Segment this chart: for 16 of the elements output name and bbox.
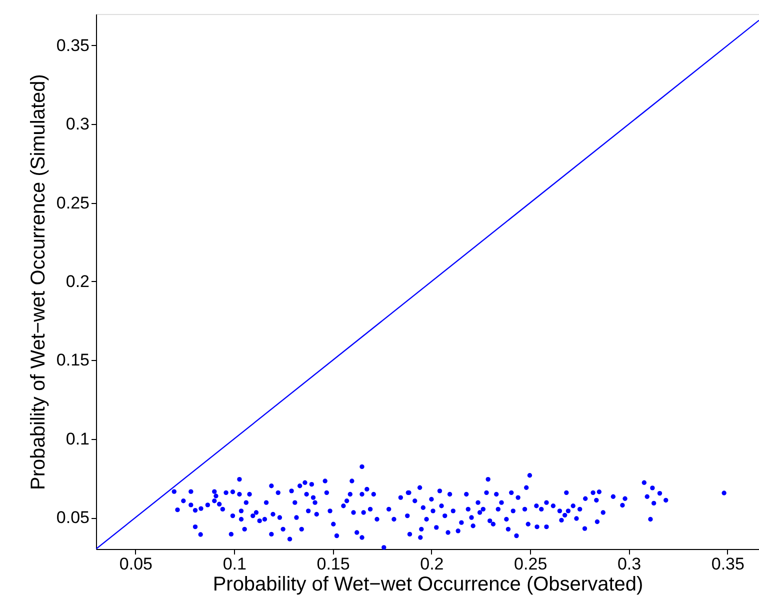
y-tick-label: 0.2 xyxy=(66,272,90,291)
y-tick-label: 0.25 xyxy=(56,193,90,212)
y-axis-title: Probability of Wet−wet Occurrence (Simulated) xyxy=(27,74,50,490)
x-tick-label: 0.15 xyxy=(316,554,350,574)
x-tick-label: 0.25 xyxy=(514,554,548,574)
y-tick-label: 0.3 xyxy=(66,114,90,134)
x-tick-label: 0.3 xyxy=(617,554,642,574)
y-tick-label: 0.1 xyxy=(66,429,90,448)
y-tick-label: 0.35 xyxy=(56,36,90,55)
x-tick-label: 0.05 xyxy=(119,554,153,574)
x-tick-label: 0.1 xyxy=(222,554,246,574)
y-tick-label: 0.15 xyxy=(56,350,90,370)
x-tick-label: 0.35 xyxy=(711,554,744,574)
x-axis-title: Probability of Wet−wet Occurrence (Observated) xyxy=(212,574,644,596)
x-tick-label: 0.2 xyxy=(420,554,444,574)
y-tick-label: 0.05 xyxy=(56,508,90,528)
